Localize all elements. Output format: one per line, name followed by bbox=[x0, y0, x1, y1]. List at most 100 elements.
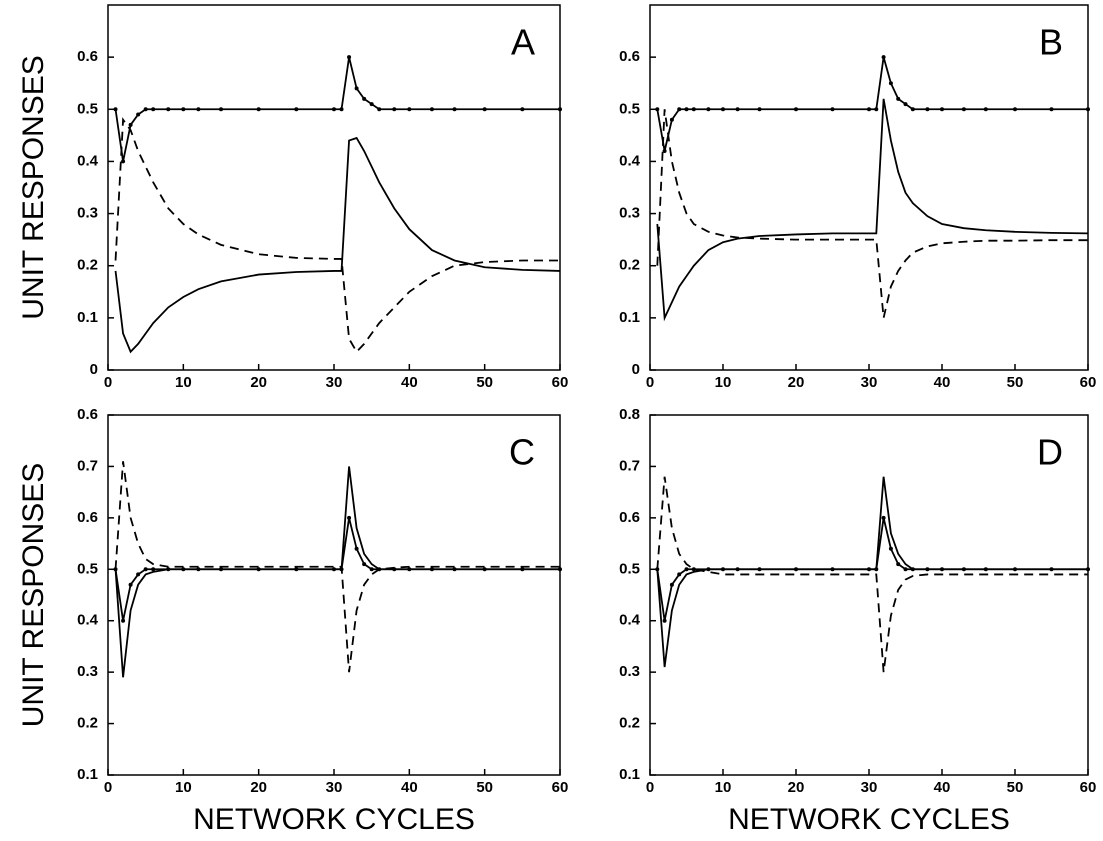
series-dot bbox=[735, 107, 740, 112]
y-tick-label: 0.2 bbox=[77, 257, 98, 274]
panel-letter: A bbox=[511, 22, 535, 63]
series-dot bbox=[354, 86, 359, 91]
x-tick-label: 30 bbox=[326, 374, 343, 391]
series-dot bbox=[691, 567, 696, 572]
y-tick-label: 0.1 bbox=[77, 766, 98, 783]
series-dot bbox=[166, 107, 171, 112]
y-axis-label: UNIT RESPONSES bbox=[17, 55, 50, 320]
series-dot bbox=[294, 107, 299, 112]
series-line bbox=[656, 98, 1089, 322]
y-tick-label: 0.7 bbox=[619, 457, 640, 474]
series-dot bbox=[655, 107, 660, 112]
series-dot bbox=[558, 107, 562, 112]
y-tick-label: 0.3 bbox=[619, 663, 640, 680]
x-tick-label: 60 bbox=[1080, 374, 1097, 391]
y-tick-label: 0.5 bbox=[77, 560, 98, 577]
series-dot bbox=[706, 107, 711, 112]
series-dot bbox=[669, 582, 674, 587]
series-dot bbox=[830, 107, 835, 112]
x-axis-label: NETWORK CYCLES bbox=[728, 803, 1010, 836]
x-tick-label: 0 bbox=[104, 779, 112, 796]
y-tick-label: 0.2 bbox=[619, 257, 640, 274]
series-dot bbox=[429, 107, 434, 112]
series-dot bbox=[888, 546, 893, 551]
plot-frame bbox=[107, 4, 561, 371]
series-dot bbox=[794, 107, 798, 112]
series-dot bbox=[983, 107, 988, 112]
panel-letter: C bbox=[509, 432, 535, 473]
series-dot bbox=[143, 107, 148, 112]
series-dot bbox=[662, 618, 667, 623]
y-tick-label: 0.2 bbox=[619, 715, 640, 732]
x-tick-label: 10 bbox=[715, 779, 732, 796]
series-dot bbox=[925, 107, 930, 112]
series-dot bbox=[452, 107, 457, 112]
series-dot bbox=[961, 107, 966, 112]
series-dot bbox=[362, 562, 367, 567]
series-dot bbox=[151, 567, 156, 572]
x-axis-label: NETWORK CYCLES bbox=[193, 803, 475, 836]
series-dot bbox=[1049, 107, 1054, 112]
y-tick-label: 0.4 bbox=[77, 612, 99, 629]
y-tick-label: 0.6 bbox=[77, 509, 98, 526]
y-tick-label: 0.3 bbox=[77, 205, 98, 222]
series-dot bbox=[392, 107, 397, 112]
series-dot bbox=[332, 107, 336, 112]
series-dot bbox=[1013, 107, 1017, 112]
series-dot bbox=[407, 107, 412, 112]
series-dot bbox=[903, 567, 908, 572]
x-tick-label: 60 bbox=[552, 779, 569, 796]
x-tick-label: 20 bbox=[250, 779, 267, 796]
series-line bbox=[114, 461, 560, 673]
series-dot bbox=[151, 107, 156, 112]
series-dot bbox=[684, 567, 689, 572]
series-dot bbox=[677, 572, 682, 577]
series-dot bbox=[128, 582, 133, 587]
series-dot bbox=[121, 159, 126, 164]
series-dot bbox=[881, 515, 886, 520]
series-dot bbox=[347, 515, 352, 520]
y-tick-label: 0.1 bbox=[77, 309, 98, 326]
y-tick-label: 0.6 bbox=[77, 406, 98, 423]
plot-frame bbox=[649, 414, 1089, 776]
series-dot bbox=[874, 107, 879, 112]
series-dot bbox=[377, 107, 382, 112]
x-tick-label: 10 bbox=[175, 779, 192, 796]
series-dot bbox=[136, 112, 141, 117]
series-dot bbox=[482, 107, 487, 112]
series-dot bbox=[219, 107, 223, 112]
y-tick-label: 0.4 bbox=[77, 152, 99, 169]
series-line bbox=[656, 476, 1088, 668]
x-tick-label: 50 bbox=[1007, 779, 1024, 796]
series-dot bbox=[143, 567, 148, 572]
x-tick-label: 60 bbox=[1080, 779, 1097, 796]
series-line bbox=[114, 466, 560, 678]
series-dot bbox=[888, 81, 893, 86]
series-dot bbox=[867, 107, 871, 112]
plot-frame bbox=[649, 4, 1089, 371]
x-tick-label: 30 bbox=[861, 779, 878, 796]
x-tick-label: 10 bbox=[715, 374, 732, 391]
y-tick-label: 0.1 bbox=[619, 309, 640, 326]
series-dot bbox=[691, 107, 696, 112]
series-dot bbox=[121, 618, 126, 623]
x-tick-label: 30 bbox=[326, 779, 343, 796]
series-dot bbox=[369, 102, 374, 107]
y-tick-label: 0.8 bbox=[619, 406, 640, 423]
series-dot bbox=[339, 107, 344, 112]
y-tick-label: 0.5 bbox=[619, 560, 640, 577]
series-line bbox=[656, 56, 1088, 152]
series-dot bbox=[136, 572, 141, 577]
series-dot bbox=[940, 107, 944, 112]
y-tick-label: 0.3 bbox=[77, 663, 98, 680]
series-dot bbox=[113, 107, 118, 112]
x-tick-label: 20 bbox=[250, 374, 267, 391]
x-tick-label: 40 bbox=[934, 779, 951, 796]
series-dot bbox=[721, 107, 725, 112]
series-line bbox=[114, 136, 561, 354]
series-dot bbox=[362, 96, 367, 101]
series-dot bbox=[757, 107, 762, 112]
panel-letter: D bbox=[1037, 432, 1063, 473]
y-tick-label: 0.3 bbox=[619, 205, 640, 222]
